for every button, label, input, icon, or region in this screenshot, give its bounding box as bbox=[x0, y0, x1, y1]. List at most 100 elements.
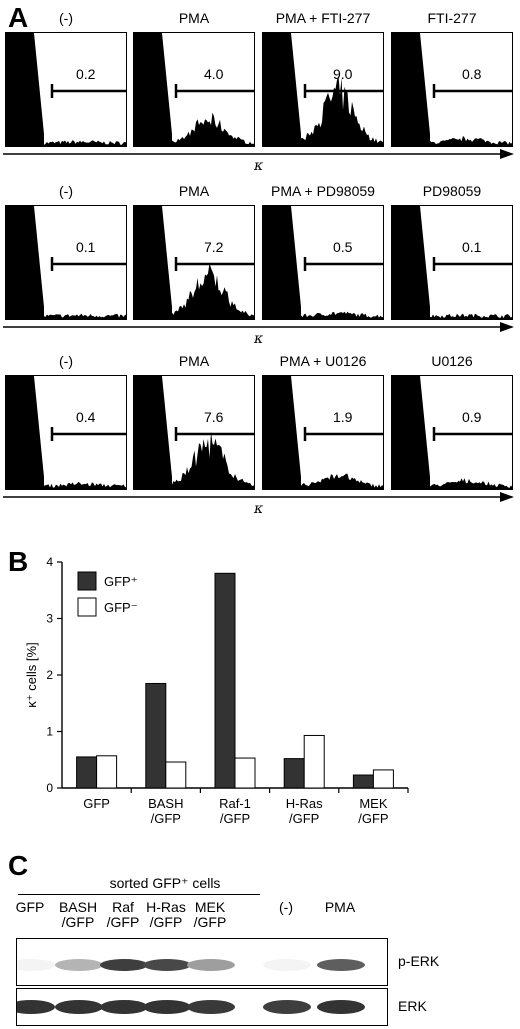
histogram-title: PMA + FTI-277 bbox=[275, 10, 371, 26]
x-category-label: GFP bbox=[83, 796, 110, 811]
lane-label: (-) bbox=[279, 899, 293, 915]
histogram-plot: 1.9 bbox=[262, 375, 384, 490]
kappa-axis-label: κ bbox=[254, 331, 264, 347]
histogram-plot: 4.0 bbox=[133, 32, 255, 147]
y-tick-label: 4 bbox=[46, 555, 53, 569]
kappa-axis-label: κ bbox=[254, 158, 264, 174]
histogram-distribution bbox=[134, 376, 254, 489]
gate-percentage: 4.0 bbox=[204, 66, 224, 82]
histogram-title: (-) bbox=[59, 10, 73, 26]
blot-band bbox=[143, 1000, 191, 1014]
lane-label: Raf/GFP bbox=[106, 899, 140, 930]
histogram-distribution bbox=[263, 206, 383, 319]
gate-percentage: 7.2 bbox=[204, 239, 224, 255]
panel-a-letter: A bbox=[8, 2, 29, 33]
legend-swatch bbox=[77, 571, 97, 591]
histogram-title: (-) bbox=[59, 183, 73, 199]
x-category-label: /GFP bbox=[289, 811, 319, 826]
p-erk-label: p-ERK bbox=[398, 953, 440, 969]
p-erk-blot bbox=[16, 938, 388, 986]
histogram-plot: 0.1 bbox=[5, 205, 127, 320]
gate-percentage: 0.5 bbox=[333, 239, 353, 255]
x-category-label: MEK bbox=[359, 796, 388, 811]
x-category-label: /GFP bbox=[151, 811, 181, 826]
histogram-distribution bbox=[263, 376, 383, 489]
bar-gfp-neg bbox=[96, 755, 118, 789]
blot-band bbox=[55, 959, 103, 971]
histogram-distribution bbox=[6, 33, 126, 146]
histogram-plot: 0.4 bbox=[5, 375, 127, 490]
lane-label: GFP bbox=[15, 899, 45, 915]
histogram-title: U0126 bbox=[431, 353, 473, 369]
gate-percentage: 9.0 bbox=[333, 66, 353, 82]
gate-percentage: 1.9 bbox=[333, 409, 353, 425]
blot-band bbox=[263, 959, 311, 971]
bar-gfp-neg bbox=[372, 769, 394, 789]
histogram-distribution bbox=[6, 206, 126, 319]
histogram-distribution bbox=[392, 376, 512, 489]
x-category-label: Raf-1 bbox=[219, 796, 251, 811]
kappa-axis-arrow bbox=[3, 149, 514, 159]
lane-label: MEK/GFP bbox=[193, 899, 227, 930]
blot-band bbox=[100, 1000, 148, 1014]
blot-band bbox=[317, 1000, 365, 1014]
gate-percentage: 0.2 bbox=[76, 66, 96, 82]
histogram-title: PMA bbox=[178, 353, 210, 369]
sorted-cells-label: sorted GFP⁺ cells bbox=[109, 875, 221, 891]
lane-label: PMA bbox=[324, 899, 356, 915]
legend-label: GFP⁺ bbox=[104, 574, 138, 589]
blot-band bbox=[17, 1000, 55, 1014]
histogram-title: PD98059 bbox=[422, 183, 482, 199]
blot-band bbox=[263, 1000, 311, 1014]
blot-band bbox=[100, 959, 148, 971]
histogram-distribution bbox=[263, 33, 383, 146]
gate-percentage: 0.9 bbox=[462, 409, 482, 425]
kappa-axis-arrow bbox=[3, 322, 514, 332]
gate-percentage: 0.1 bbox=[76, 239, 96, 255]
bar-gfp-neg bbox=[165, 761, 187, 789]
y-tick-label: 1 bbox=[46, 725, 53, 739]
histogram-plot: 7.6 bbox=[133, 375, 255, 490]
blot-band bbox=[317, 959, 365, 971]
kappa-axis-label: κ bbox=[254, 501, 264, 517]
histogram-distribution bbox=[392, 33, 512, 146]
gate-percentage: 0.1 bbox=[462, 239, 482, 255]
lane-label: BASH/GFP bbox=[58, 899, 98, 930]
histogram-plot: 0.5 bbox=[262, 205, 384, 320]
x-category-label: /GFP bbox=[220, 811, 250, 826]
blot-band bbox=[143, 959, 191, 971]
lane-label: H-Ras/GFP bbox=[146, 899, 186, 930]
bar-gfp-neg bbox=[234, 757, 256, 789]
bar-gfp-pos bbox=[283, 758, 305, 789]
blot-band bbox=[187, 959, 235, 971]
legend-label: GFP⁻ bbox=[104, 600, 138, 615]
y-tick-label: 3 bbox=[46, 612, 53, 626]
histogram-distribution bbox=[6, 376, 126, 489]
erk-label: ERK bbox=[398, 998, 427, 1014]
histogram-title: PMA bbox=[178, 10, 210, 26]
histogram-title: PMA + PD98059 bbox=[271, 183, 375, 199]
histogram-plot: 9.0 bbox=[262, 32, 384, 147]
histogram-plot: 7.2 bbox=[133, 205, 255, 320]
blot-band bbox=[55, 1000, 103, 1014]
histogram-distribution bbox=[134, 33, 254, 146]
histogram-distribution bbox=[392, 206, 512, 319]
histogram-plot: 0.1 bbox=[391, 205, 513, 320]
x-category-label: /GFP bbox=[358, 811, 388, 826]
gate-percentage: 0.8 bbox=[462, 66, 482, 82]
panel-c-letter: C bbox=[8, 850, 29, 881]
histogram-plot: 0.8 bbox=[391, 32, 513, 147]
y-tick-label: 0 bbox=[46, 781, 53, 795]
histogram-title: PMA bbox=[178, 183, 210, 199]
blot-band bbox=[17, 959, 55, 971]
blot-band bbox=[187, 1000, 235, 1014]
bar-gfp-pos bbox=[214, 572, 236, 789]
bar-gfp-pos bbox=[76, 756, 98, 789]
bar-gfp-neg bbox=[303, 734, 325, 789]
gate-percentage: 0.4 bbox=[76, 409, 96, 425]
panel-c-western-blot: sorted GFP⁺ cells GFP BASH/GFP Raf/GFP H-Ra… bbox=[0, 850, 520, 1029]
legend-swatch bbox=[77, 597, 97, 617]
histogram-plot: 0.9 bbox=[391, 375, 513, 490]
histogram-title: PMA + U0126 bbox=[279, 353, 367, 369]
